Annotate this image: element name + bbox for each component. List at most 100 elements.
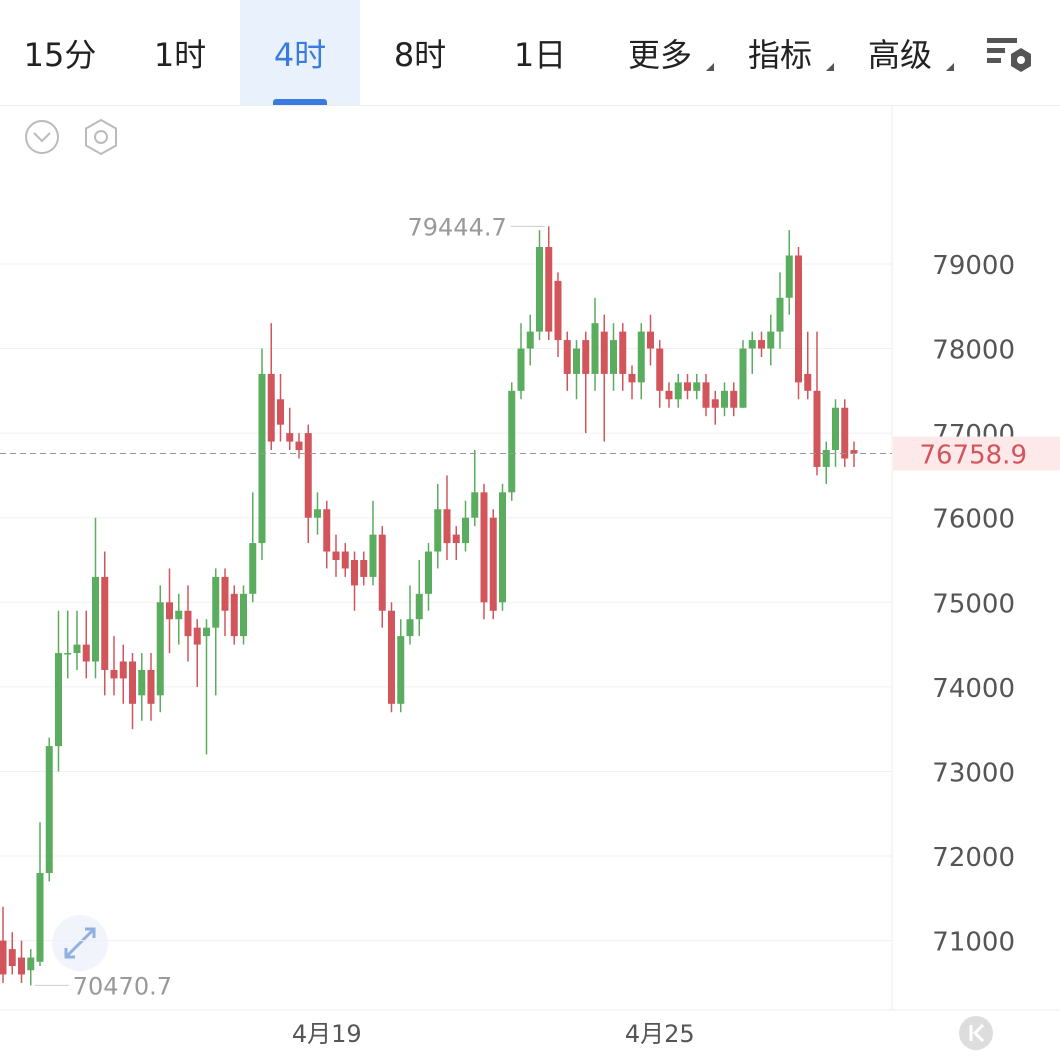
candle-body — [674, 382, 682, 400]
y-tick-label: 79000 — [932, 251, 1015, 281]
candle-body — [378, 534, 386, 611]
max-label: 79444.7 — [408, 213, 507, 241]
candle-body — [193, 627, 201, 645]
candle-body — [434, 509, 442, 552]
candle-body — [665, 390, 673, 400]
tab[interactable]: 更多 — [600, 0, 720, 105]
candle-body — [73, 644, 81, 654]
candle-body — [545, 247, 553, 332]
y-tick-label: 76000 — [932, 505, 1015, 535]
candle-body — [637, 331, 645, 383]
candle-body — [480, 492, 488, 603]
tab[interactable]: 4时 — [240, 0, 360, 105]
candle-body — [730, 390, 738, 408]
last-price-label: 76758.9 — [919, 441, 1027, 471]
candle-body — [92, 576, 99, 662]
candle-body — [156, 602, 164, 696]
candle-body — [332, 551, 340, 560]
candle-body — [415, 593, 423, 620]
candle-body — [230, 593, 238, 637]
candle-body — [721, 390, 728, 408]
candle-body — [110, 669, 118, 679]
candle-body — [517, 348, 525, 391]
candle-body — [693, 382, 701, 391]
candle-body — [489, 517, 497, 611]
candle-body — [499, 492, 506, 603]
candle-body — [184, 610, 192, 637]
candle-body — [647, 331, 654, 349]
y-tick-label: 71000 — [932, 928, 1015, 958]
candle-body — [351, 560, 358, 586]
candle-body — [776, 297, 784, 332]
x-tick-label: 4月19 — [292, 1020, 362, 1048]
candle-body — [813, 390, 821, 467]
candle-body — [64, 653, 72, 655]
tab[interactable]: 指标 — [720, 0, 840, 105]
candle-body — [443, 509, 451, 544]
candle-body — [841, 407, 849, 459]
candle-body — [822, 450, 830, 467]
candle-body — [582, 340, 590, 374]
candle-body — [166, 602, 173, 620]
tab-bar: 15分 1时 4时 8时 1日 更多 指标 高级 — [0, 0, 1060, 106]
back-icon — [969, 1023, 985, 1043]
candle-body — [563, 340, 571, 374]
candle-body — [147, 669, 155, 704]
candle-body — [462, 517, 469, 544]
candle-body — [221, 576, 229, 611]
candle-body — [55, 653, 62, 747]
y-tick-label: 74000 — [932, 674, 1015, 704]
candle-body — [369, 534, 377, 577]
candle-body — [684, 382, 691, 391]
candle-body — [314, 509, 321, 518]
settings-icon[interactable] — [85, 118, 117, 156]
candle-body — [536, 247, 543, 332]
candle-body — [471, 492, 479, 518]
y-tick-label: 78000 — [932, 336, 1015, 366]
chart: 7100072000730007400075000760007700078000… — [0, 105, 1060, 1050]
candle-body — [175, 610, 183, 620]
candle-body — [739, 348, 747, 408]
candle-body — [295, 441, 303, 451]
candle-body — [286, 433, 294, 442]
candle-body — [600, 331, 608, 374]
candle-body — [360, 560, 368, 577]
tab[interactable]: 15分 — [23, 35, 97, 74]
candle-body — [323, 509, 331, 552]
candle-body — [27, 957, 35, 971]
candle-body — [758, 340, 765, 349]
candle-body — [388, 610, 395, 704]
candle-body — [304, 433, 312, 518]
candle-body — [795, 255, 802, 383]
candle-body — [129, 661, 136, 704]
candle-body — [277, 399, 284, 425]
candle-body — [804, 373, 812, 391]
tab[interactable]: 1时 — [153, 35, 207, 74]
y-tick-label: 73000 — [932, 758, 1015, 788]
tab[interactable]: 1日 — [513, 35, 567, 74]
candle-body — [610, 340, 617, 374]
y-tick-label: 72000 — [932, 843, 1015, 873]
candle-body — [18, 957, 25, 975]
candle-body — [711, 399, 719, 408]
layout-icon[interactable] — [985, 32, 1035, 82]
candle-body — [526, 331, 534, 349]
candle-body — [406, 619, 414, 637]
collapse-icon[interactable] — [25, 120, 59, 154]
tab[interactable]: 8时 — [393, 35, 447, 74]
candle-body — [425, 551, 432, 594]
candle-body — [249, 543, 257, 594]
tab[interactable]: 高级 — [840, 0, 960, 105]
candle-body — [101, 576, 109, 670]
x-tick-label: 4月25 — [625, 1020, 695, 1048]
candle-body — [138, 669, 146, 696]
candle-body — [82, 644, 90, 662]
candle-body — [748, 340, 756, 349]
candle-body — [0, 940, 7, 975]
collapse-icon — [33, 132, 51, 143]
candle-body — [240, 593, 247, 637]
candle-body — [628, 373, 636, 383]
candle-body — [452, 534, 460, 544]
candle-body — [258, 373, 266, 544]
